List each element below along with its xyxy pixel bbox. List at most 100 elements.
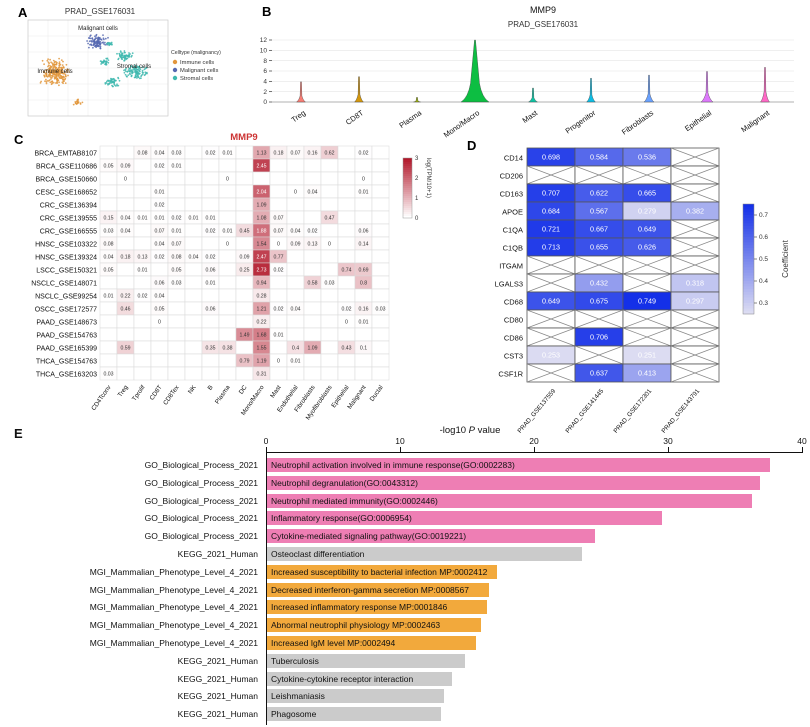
- cell-point: [135, 65, 138, 67]
- cell-value: 0.1: [360, 346, 367, 352]
- cell-point: [134, 75, 137, 78]
- colorbar-slice: [403, 170, 412, 173]
- enrichment-bar: Neutrophil mediated immunity(GO:0002446): [267, 493, 753, 508]
- heatmap-cell: [235, 366, 254, 381]
- cell-point: [62, 80, 65, 83]
- heatmap-cell: [269, 184, 288, 199]
- heatmap-cell: [337, 353, 356, 368]
- colorbar-slice: [403, 180, 412, 183]
- colorbar-tick-label: 3: [415, 156, 419, 162]
- heatmap-cell: [99, 327, 118, 342]
- bar-group-label: GO_Biological_Process_2021: [144, 495, 258, 506]
- heatmap-cell: [371, 145, 390, 160]
- cell-point: [127, 69, 130, 71]
- cell-point: [123, 59, 125, 62]
- x-tick: [668, 447, 669, 452]
- heatmap-cell: [116, 366, 135, 381]
- heatmap-cell: [371, 327, 390, 342]
- cell-point: [49, 76, 52, 78]
- colorbar-slice: [743, 228, 754, 232]
- cell-point: [43, 63, 45, 66]
- cell-value: 0.622: [590, 189, 608, 198]
- cell-point: [90, 40, 92, 42]
- colorbar-tick-label: 0.7: [759, 212, 768, 219]
- bar-group-label: KEGG_2021_Human: [177, 709, 258, 720]
- cell-value: 0.13: [137, 255, 147, 261]
- cell-point: [118, 52, 121, 55]
- heatmap-cell: [218, 288, 237, 303]
- cell-value: 0: [362, 177, 365, 183]
- heatmap-cell: [371, 249, 390, 264]
- cell-value: 0.655: [590, 243, 608, 252]
- heatmap-cell: [167, 353, 186, 368]
- column-label: Plasma: [214, 384, 232, 406]
- cell-point: [133, 64, 136, 67]
- column-label: Ductal: [369, 384, 385, 403]
- cell-point: [94, 35, 96, 38]
- colorbar-slice: [403, 208, 412, 211]
- cell-point: [62, 60, 64, 63]
- cell-point: [55, 78, 58, 81]
- colorbar-tick-label: 0.6: [759, 234, 768, 241]
- cross-line: [622, 327, 672, 347]
- cell-point: [103, 43, 105, 45]
- cell-point: [102, 61, 104, 64]
- x-category-label: Plasma: [397, 108, 423, 130]
- colorbar-slice: [403, 190, 412, 193]
- cell-value: 0.79: [239, 359, 249, 365]
- cell-value: 1.13: [256, 151, 266, 157]
- heatmap-cell: [371, 366, 390, 381]
- cell-value: 1.19: [256, 359, 266, 365]
- cell-point: [47, 58, 49, 61]
- cell-value: 0.01: [154, 190, 164, 196]
- row-label: CD68: [504, 297, 523, 306]
- cell-value: 0.03: [375, 307, 385, 313]
- cell-value: 0.25: [239, 268, 249, 274]
- heatmap-cell: [320, 353, 339, 368]
- heatmap-cell: [371, 236, 390, 251]
- cell-value: 0.04: [188, 255, 198, 261]
- cell-point: [141, 73, 144, 76]
- cell-value: 0.13: [307, 242, 317, 248]
- cell-value: 0.43: [341, 346, 351, 352]
- heatmap-cell: [167, 340, 186, 355]
- heatmap-cell: [99, 197, 118, 212]
- cell-point: [112, 85, 114, 88]
- cell-point: [123, 51, 126, 54]
- heatmap-cell: [235, 288, 254, 303]
- cross-line: [574, 345, 624, 365]
- heatmap-cell: [218, 210, 237, 225]
- cell-value: 1.08: [256, 216, 266, 222]
- heatmap-cell: [116, 275, 135, 290]
- cell-value: 0.18: [120, 255, 130, 261]
- heatmap-cell: [286, 366, 305, 381]
- enrichment-bar: Phagosome: [267, 707, 442, 722]
- heatmap-cell: [303, 262, 322, 277]
- cell-point: [48, 72, 51, 75]
- cell-point: [114, 79, 117, 82]
- cell-point: [104, 41, 106, 44]
- heatmap-cell: [184, 197, 203, 212]
- x-tick: [266, 447, 267, 452]
- colorbar-slice: [743, 294, 754, 298]
- cell-point: [128, 67, 131, 70]
- umap-points: [39, 33, 148, 106]
- x-tick-label: 0: [263, 436, 269, 446]
- colorbar-slice: [743, 303, 754, 307]
- heatmap-cell: [201, 158, 220, 173]
- cell-point: [51, 75, 54, 78]
- panel-c-letter: C: [14, 132, 24, 147]
- x-tick-label: 10: [395, 436, 405, 446]
- heatmap-cell: [184, 275, 203, 290]
- column-label: Mast: [269, 384, 283, 399]
- cell-value: 0.04: [290, 307, 300, 313]
- panel-d-heatmap: D CD14 0.698 0.584 0.536 CD206 CD163 0.707 0.62…: [455, 134, 807, 435]
- cell-point: [108, 43, 111, 46]
- cell-point: [130, 74, 133, 77]
- colorbar-slice: [403, 198, 412, 201]
- cell-point: [99, 60, 102, 62]
- heatmap-cell: [320, 249, 339, 264]
- legend-label: Immune cells: [180, 60, 214, 66]
- cell-value: 0.08: [103, 242, 113, 248]
- cell-point: [131, 72, 133, 75]
